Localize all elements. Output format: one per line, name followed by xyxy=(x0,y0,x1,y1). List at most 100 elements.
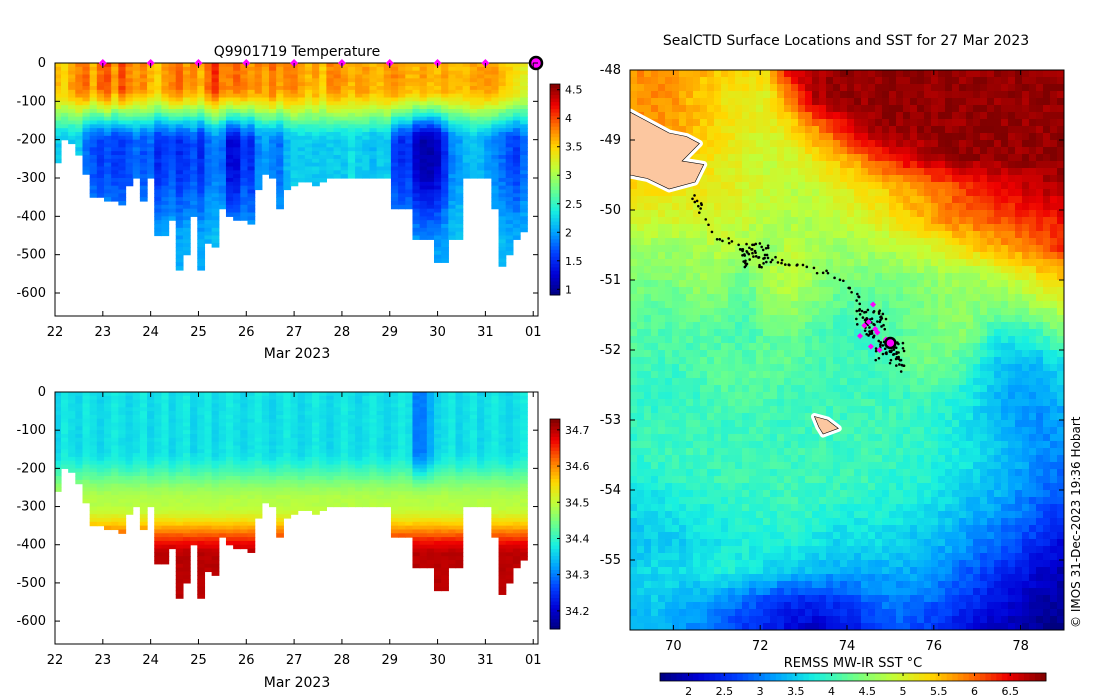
section-cell xyxy=(233,66,241,72)
section-cell xyxy=(312,78,320,83)
section-cell xyxy=(175,109,184,114)
section-cell xyxy=(419,105,428,110)
section-cell xyxy=(448,460,457,466)
section-cell xyxy=(448,189,457,194)
section-cell xyxy=(89,193,98,198)
section-cell xyxy=(290,407,299,412)
section-cell xyxy=(355,105,363,110)
section-cell xyxy=(304,476,313,481)
section-cell xyxy=(190,483,198,489)
section-cell xyxy=(104,392,112,397)
section-cell xyxy=(297,97,306,102)
colorbar-tick-label: 1 xyxy=(565,283,572,296)
section-cell xyxy=(455,540,464,546)
section-cell xyxy=(89,128,98,133)
section-cell xyxy=(60,63,69,68)
section-cell xyxy=(175,495,184,500)
section-cell xyxy=(269,437,277,443)
section-cell xyxy=(89,78,98,83)
section-cell xyxy=(55,109,62,114)
section-cell xyxy=(426,414,435,420)
section-cell xyxy=(283,453,292,458)
section-cell xyxy=(175,537,184,542)
section-cell xyxy=(441,143,449,148)
section-cell xyxy=(111,93,119,99)
section-cell xyxy=(218,135,227,141)
section-cell xyxy=(355,449,363,454)
section-cell xyxy=(390,453,399,458)
section-cell xyxy=(505,464,514,469)
section-cell xyxy=(505,239,514,244)
section-cell xyxy=(283,109,292,114)
section-cell xyxy=(498,502,507,508)
section-cell xyxy=(333,66,342,72)
section-cell xyxy=(419,86,428,91)
section-cell xyxy=(139,155,148,160)
section-cell xyxy=(211,201,220,206)
section-cell xyxy=(75,120,84,125)
section-cell xyxy=(498,586,507,592)
section-cell xyxy=(347,70,356,76)
section-cell xyxy=(376,63,385,68)
section-cell xyxy=(233,525,241,531)
section-cell xyxy=(225,399,234,405)
section-cell xyxy=(261,86,270,91)
section-cell xyxy=(319,132,327,137)
section-cell xyxy=(441,166,449,171)
section-cell xyxy=(304,418,313,424)
section-cell xyxy=(175,147,184,152)
section-cell xyxy=(211,544,220,550)
section-cell xyxy=(55,135,62,141)
section-cell xyxy=(276,430,284,435)
section-cell xyxy=(319,158,327,164)
section-cell xyxy=(96,460,105,466)
section-cell xyxy=(75,468,84,473)
section-cell xyxy=(161,414,170,420)
section-cell xyxy=(340,479,349,485)
section-cell xyxy=(225,212,234,217)
section-cell xyxy=(154,456,163,462)
colorbar-cell xyxy=(550,256,560,261)
section-cell xyxy=(505,525,514,531)
section-cell xyxy=(477,74,485,79)
section-cell xyxy=(82,135,91,141)
colorbar-tick-label: 2.5 xyxy=(565,198,583,211)
section-cell xyxy=(304,116,313,122)
section-cell xyxy=(398,476,406,481)
section-cell xyxy=(75,460,84,466)
section-cell xyxy=(477,491,485,496)
section-cell xyxy=(290,78,299,83)
section-cell xyxy=(441,231,449,237)
section-cell xyxy=(55,101,62,106)
section-cell xyxy=(419,403,428,408)
section-cell xyxy=(139,174,148,179)
section-cell xyxy=(455,495,464,500)
colorbar-cell xyxy=(550,291,560,296)
section-cell xyxy=(225,82,234,87)
section-cell xyxy=(261,495,270,500)
section-cell xyxy=(376,120,385,125)
section-cell xyxy=(218,399,227,405)
section-cell xyxy=(211,468,220,473)
section-cell xyxy=(75,116,84,122)
section-cell xyxy=(498,476,507,481)
section-cell xyxy=(75,399,84,405)
section-cell xyxy=(182,571,191,576)
section-cell xyxy=(96,483,105,489)
section-cell xyxy=(448,97,457,102)
section-cell xyxy=(182,162,191,168)
section-cell xyxy=(441,468,449,473)
section-cell xyxy=(211,178,220,183)
section-cell xyxy=(240,403,249,408)
section-cell xyxy=(204,120,213,125)
section-cell xyxy=(240,93,249,99)
section-cell xyxy=(254,135,263,141)
section-cell xyxy=(276,128,284,133)
section-cell xyxy=(154,193,163,198)
section-cell xyxy=(319,116,327,122)
section-cell xyxy=(491,510,500,515)
section-cell xyxy=(398,495,406,500)
section-cell xyxy=(60,449,69,454)
section-cell xyxy=(82,430,91,435)
section-cell xyxy=(154,82,163,87)
